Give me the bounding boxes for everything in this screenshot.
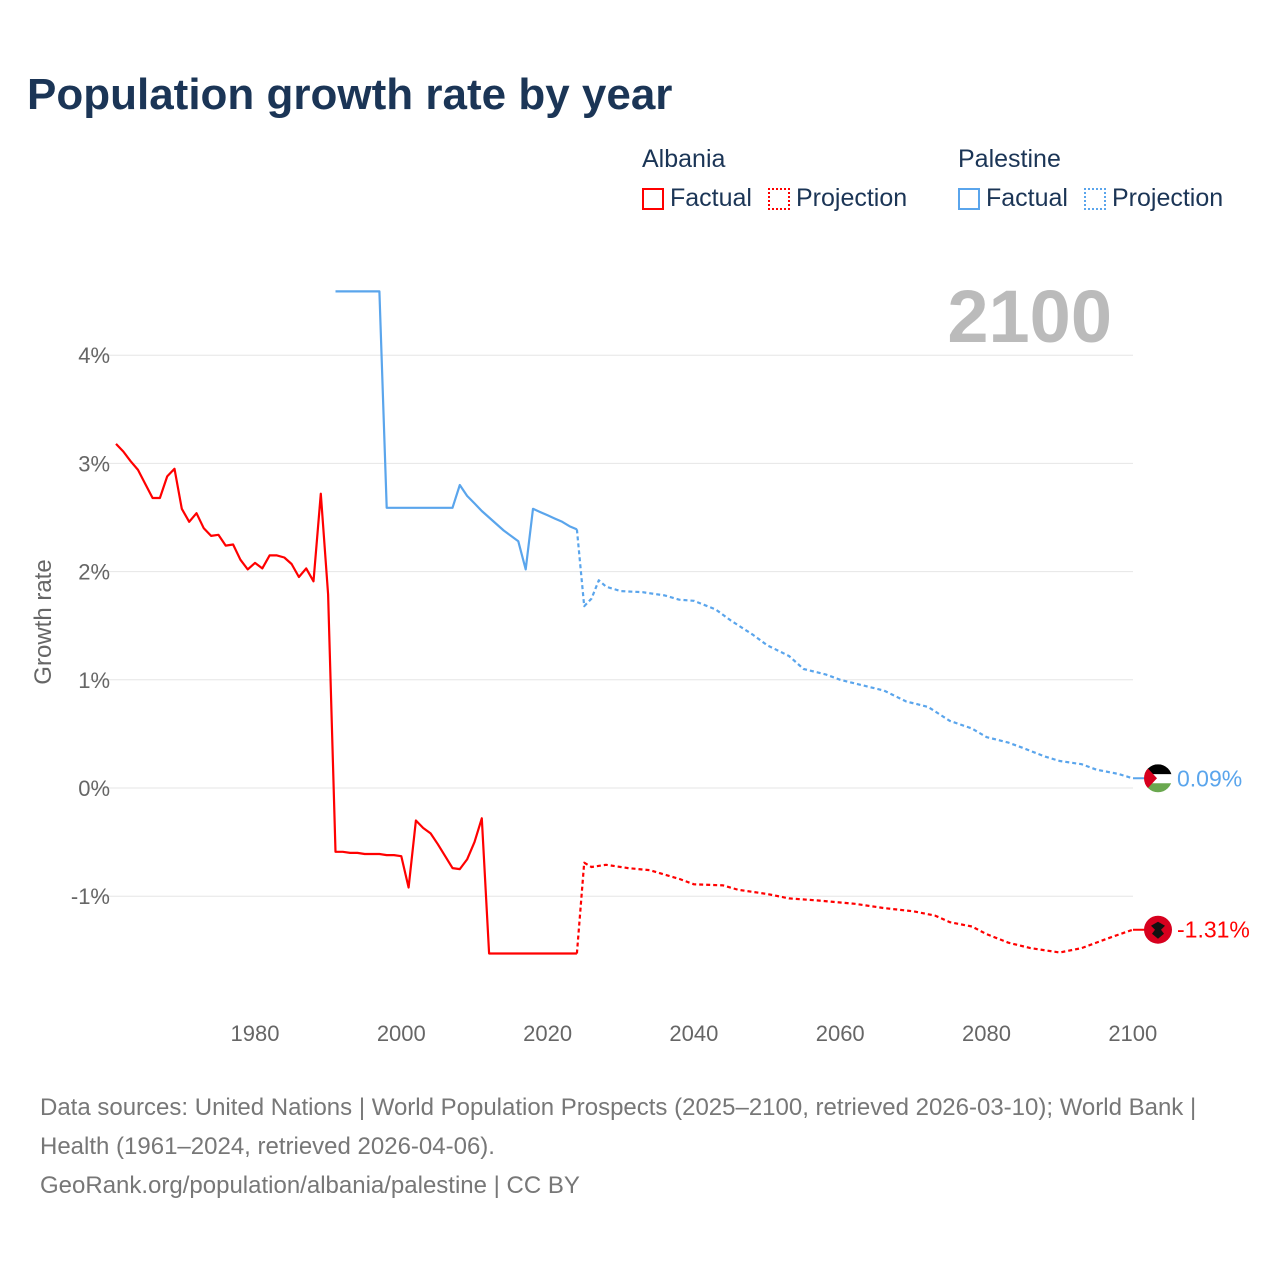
- legend-palestine: Palestine Factual Projection: [958, 145, 1223, 213]
- x-tick-label: 2040: [669, 1021, 718, 1046]
- legend-label: Factual: [986, 184, 1068, 212]
- albania-flag-icon: [1144, 915, 1172, 944]
- legend-palestine-projection[interactable]: Projection: [1083, 184, 1224, 213]
- y-tick-label: 3%: [78, 451, 110, 476]
- dotted-swatch-icon: [1083, 187, 1106, 210]
- chart-title: Population growth rate by year: [27, 70, 673, 119]
- y-tick-label: 0%: [78, 776, 110, 801]
- year-display: 2100: [947, 275, 1112, 358]
- eagle-icon: [1151, 921, 1165, 939]
- x-tick-label: 1980: [231, 1021, 280, 1046]
- data-sources: Data sources: United Nations | World Pop…: [40, 1094, 1197, 1160]
- albania-projection-line: [575, 861, 1134, 954]
- dotted-swatch-icon: [767, 187, 790, 210]
- x-tick-label: 2060: [816, 1021, 865, 1046]
- legend-albania: Albania Factual Projection: [642, 145, 907, 213]
- end-value-label: -1.31%: [1177, 917, 1250, 943]
- source-link[interactable]: GeoRank.org/population/albania/palestine…: [40, 1172, 580, 1199]
- flag-triangle: [1144, 764, 1157, 793]
- legend-label: Projection: [795, 184, 908, 212]
- flag-body: [1144, 764, 1172, 793]
- x-tick-label: 2100: [1108, 1021, 1157, 1046]
- legend-palestine-factual[interactable]: Factual: [958, 184, 1068, 213]
- flag-stripe-black: [1144, 764, 1172, 775]
- footer: Data sources: United Nations | World Pop…: [40, 1088, 1240, 1205]
- y-tick-label: -1%: [71, 884, 110, 909]
- y-tick-label: 4%: [78, 343, 110, 368]
- palestine-factual-line: [335, 290, 578, 571]
- x-tick-label: 2020: [523, 1021, 572, 1046]
- y-axis-label: Growth rate: [30, 559, 57, 684]
- legend-country-label: Palestine: [958, 145, 1061, 173]
- solid-swatch-icon: [642, 187, 664, 210]
- palestine-projection-line: [575, 529, 1134, 780]
- legend-albania-projection[interactable]: Projection: [767, 184, 908, 213]
- end-value-label: 0.09%: [1177, 765, 1242, 791]
- flag-stripe-white: [1144, 774, 1172, 784]
- y-tick-label: 1%: [78, 668, 110, 693]
- y-tick-label: 2%: [78, 560, 110, 585]
- x-tick-label: 2000: [377, 1021, 426, 1046]
- legend-albania-factual[interactable]: Factual: [642, 184, 752, 213]
- legend-label: Projection: [1111, 184, 1224, 212]
- legend-label: Factual: [670, 184, 752, 212]
- albania-factual-line: [115, 443, 577, 955]
- x-tick-label: 2080: [962, 1021, 1011, 1046]
- flag-stripe-green: [1144, 783, 1172, 793]
- palestine-flag-icon: [1144, 764, 1172, 793]
- legend-country-label: Albania: [642, 145, 726, 173]
- solid-swatch-icon: [958, 187, 980, 210]
